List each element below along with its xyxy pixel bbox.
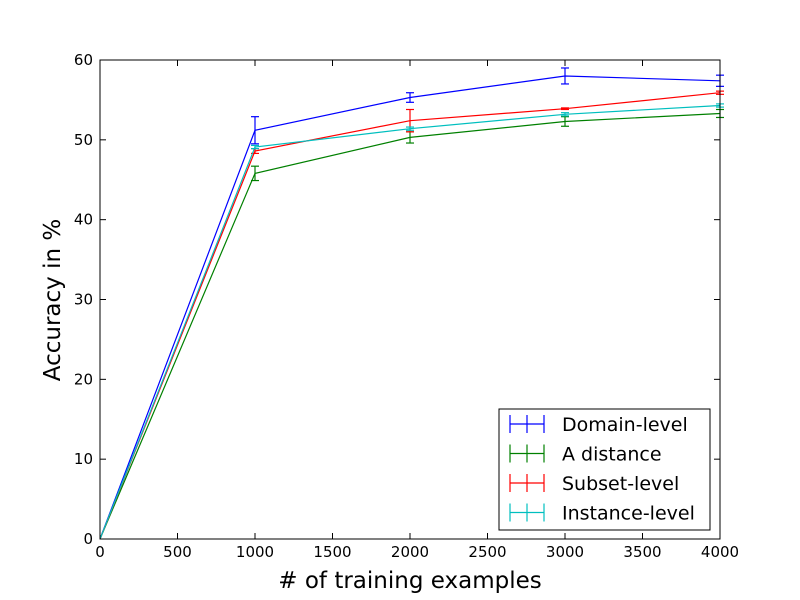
x-tick-label: 1000 [236, 543, 274, 561]
y-tick-label: 10 [74, 450, 93, 468]
legend-entry: Domain-level [509, 414, 688, 436]
x-tick-label: 3000 [546, 543, 584, 561]
error-bar [251, 116, 259, 145]
series-3 [99, 103, 724, 540]
error-bar [561, 112, 569, 117]
error-bar [406, 126, 414, 131]
x-tick-label: 0 [95, 543, 105, 561]
legend-entries: Domain-level A distance Subset-level Instan… [509, 414, 695, 525]
x-axis-title: # of training examples [278, 568, 541, 594]
x-tick-label: 3500 [623, 543, 661, 561]
legend: Domain-level A distance Subset-level Instan… [498, 408, 711, 531]
error-bar [251, 144, 259, 150]
plot-area: 0 500 1000 1500 2000 2500 3000 3500 4000 0 10 20 30 4… [74, 51, 739, 561]
x-tick-label: 500 [163, 543, 192, 561]
x-tick-label: 4000 [701, 543, 739, 561]
error-bar [251, 165, 259, 182]
y-tick-label: 30 [74, 291, 93, 309]
x-tick-label: 2500 [468, 543, 506, 561]
legend-entry: A distance [509, 444, 662, 466]
error-bar [561, 116, 569, 127]
legend-entry: Subset-level [509, 473, 679, 495]
error-bar [406, 92, 414, 103]
legend-label: Subset-level [562, 473, 679, 495]
legend-label: A distance [562, 444, 662, 466]
y-axis-title: Accuracy in % [40, 219, 66, 381]
y-tick-label: 20 [74, 370, 93, 388]
x-tick-label: 2000 [391, 543, 429, 561]
y-tick-label: 50 [74, 131, 93, 149]
x-tick-label: 1500 [313, 543, 351, 561]
legend-label: Domain-level [562, 414, 688, 436]
y-tick-label: 40 [74, 211, 93, 229]
legend-label: Instance-level [562, 503, 695, 525]
ticks-layer: 0 500 1000 1500 2000 2500 3000 3500 4000 0 10 20 30 4… [74, 51, 739, 561]
series-2 [99, 90, 724, 540]
legend-entry: Instance-level [509, 503, 695, 525]
y-tick-label: 60 [74, 51, 93, 69]
error-bar [561, 67, 569, 85]
series-layer [99, 67, 724, 540]
legend-box [498, 408, 711, 531]
y-tick-label: 0 [83, 530, 93, 548]
error-bar [561, 107, 569, 111]
